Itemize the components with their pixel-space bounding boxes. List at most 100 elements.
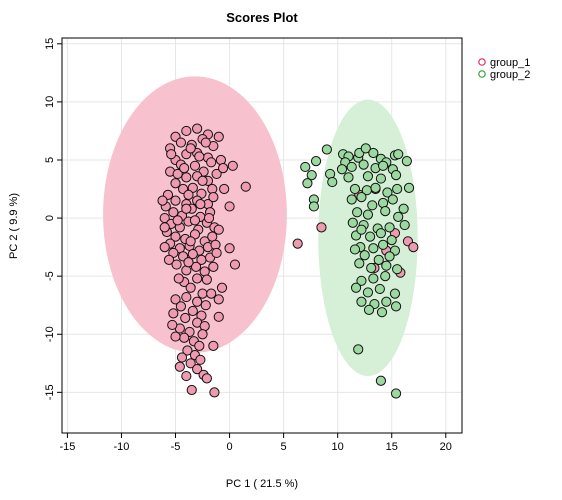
- group_1-point: [182, 345, 193, 356]
- group_1-point: [224, 243, 235, 254]
- group_1-point: [192, 273, 203, 284]
- group_2-point: [373, 254, 384, 265]
- x-tick-label: 5: [281, 441, 287, 453]
- group_1-point: [316, 222, 327, 233]
- group_2-point: [393, 211, 404, 223]
- group_1-point: [208, 192, 219, 203]
- group_1-point: [170, 231, 181, 242]
- group_2-point: [349, 244, 361, 255]
- group_2-legend-label: group_2: [490, 69, 530, 81]
- group_2-point: [390, 301, 402, 312]
- group_1-point: [197, 288, 208, 299]
- group_1-point: [168, 207, 179, 218]
- group_1-point: [213, 131, 224, 142]
- group_2-point: [375, 228, 387, 239]
- group_1-point: [181, 291, 192, 303]
- group_2-point: [336, 164, 348, 175]
- group_1-legend-label: group_1: [490, 57, 530, 69]
- group_1-point: [166, 149, 177, 160]
- group_1-point: [216, 282, 228, 293]
- group_1-point: [240, 181, 251, 192]
- group_1-point: [203, 212, 215, 224]
- group_2-point: [370, 182, 381, 193]
- group_1-point: [183, 257, 194, 268]
- group_2-point: [384, 222, 395, 233]
- group_2-point: [356, 296, 367, 307]
- group_1-point: [187, 305, 198, 317]
- group_2-point: [302, 178, 313, 189]
- group_1-point: [201, 274, 212, 285]
- group_1-point: [183, 189, 194, 200]
- group_1-point: [175, 301, 187, 312]
- group_1-point: [172, 215, 183, 226]
- group_2-point: [390, 169, 402, 181]
- group_1-point: [292, 238, 303, 249]
- group_1-point: [192, 123, 203, 134]
- group_1-point: [179, 163, 190, 174]
- group_1-point: [179, 332, 190, 343]
- group_2-point: [362, 209, 374, 220]
- group_1-point: [197, 175, 208, 186]
- plot-frame: [61, 37, 463, 434]
- group_1-point: [170, 294, 181, 305]
- group_1-point: [194, 151, 205, 162]
- group_2-point: [382, 187, 393, 198]
- y-tick-label: -15: [44, 384, 56, 400]
- group_2-point: [349, 183, 361, 195]
- group_2-point: [300, 161, 311, 173]
- group_2-point: [310, 156, 322, 167]
- group_1-point: [213, 311, 224, 322]
- group_1-legend-marker: [478, 58, 486, 66]
- group_2-point: [384, 251, 395, 262]
- y-tick-label: 15: [44, 38, 56, 50]
- x-tick-label: -10: [114, 441, 130, 453]
- y-axis-label: PC 2 ( 9.9 %): [8, 193, 20, 259]
- group_2-point: [360, 143, 371, 154]
- group_1-point: [190, 261, 202, 272]
- group_1-point: [209, 387, 220, 398]
- group_2-point: [376, 307, 388, 318]
- group_2-point: [356, 192, 367, 203]
- group_2-point: [359, 250, 370, 261]
- group_2-point: [347, 217, 358, 228]
- group_1-point: [167, 319, 178, 331]
- group_2-point: [381, 296, 392, 307]
- group_2-point: [401, 156, 412, 167]
- group_1-point: [186, 384, 197, 396]
- group_1-point: [159, 242, 170, 253]
- group_1-point: [200, 300, 211, 311]
- y-tick-label: -5: [44, 271, 56, 281]
- group_1-point: [206, 288, 217, 299]
- group_1-point: [170, 195, 181, 206]
- group_2-point: [380, 271, 391, 282]
- group_2-point: [306, 169, 317, 181]
- group_1-point: [185, 282, 196, 293]
- group_2-point: [386, 235, 397, 246]
- group_1-point: [197, 329, 208, 340]
- group_1-point: [408, 242, 419, 253]
- x-tick-label: 10: [332, 441, 344, 453]
- group_1-point: [227, 160, 238, 171]
- group_2-point: [377, 160, 389, 171]
- group_2-legend-marker: [478, 70, 486, 78]
- group_1-point: [211, 168, 222, 180]
- group_1-point: [189, 160, 201, 171]
- x-tick-label: 20: [440, 441, 452, 453]
- group_1-point: [171, 259, 182, 270]
- group_2-point: [398, 203, 409, 214]
- group_2-point: [377, 239, 389, 250]
- group_1-point: [195, 199, 206, 210]
- group_2-point: [366, 262, 377, 274]
- x-axis-label: PC 1 ( 21.5 %): [226, 478, 298, 490]
- y-tick-label: 5: [44, 157, 56, 163]
- group_1-point: [181, 125, 192, 137]
- y-axis: -15 -10 -5 0 5 10 15: [44, 38, 62, 400]
- group_1-point: [200, 137, 211, 148]
- group_2-point: [321, 144, 332, 155]
- group_1-point: [187, 248, 198, 260]
- group_1-point: [175, 137, 187, 148]
- group_1-point: [176, 352, 188, 363]
- group_1-point: [180, 312, 191, 324]
- group_2-point: [353, 344, 364, 355]
